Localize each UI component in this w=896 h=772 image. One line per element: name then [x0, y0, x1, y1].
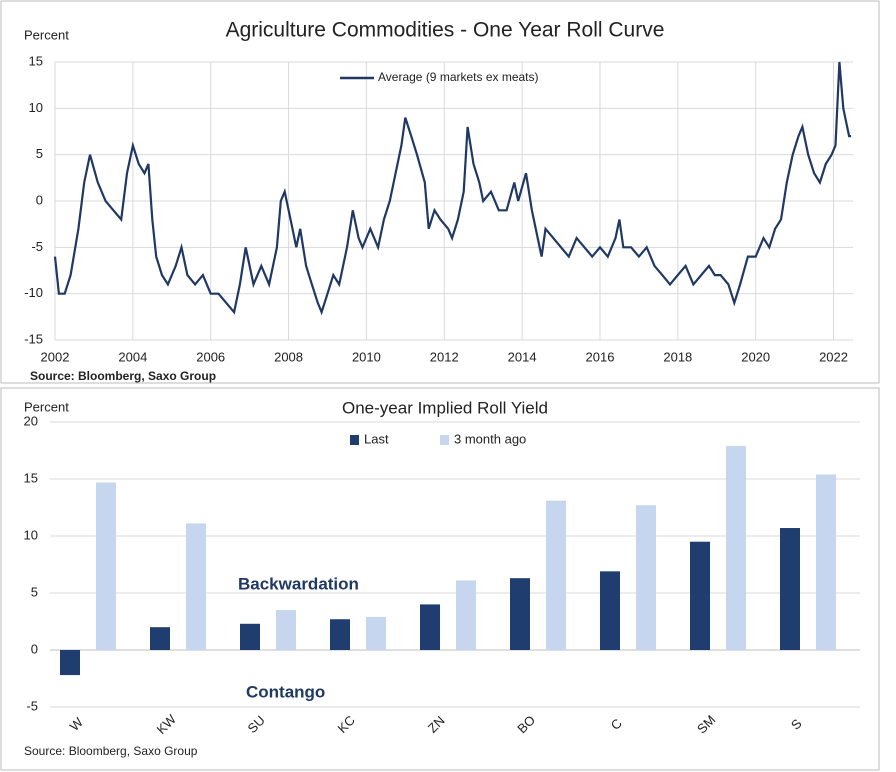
- x-tick-label: KC: [335, 713, 358, 736]
- legend-label: Average (9 markets ex meats): [378, 70, 539, 84]
- y-tick-label: 20: [24, 413, 38, 428]
- bar: [276, 610, 296, 650]
- y-tick-label: 15: [24, 470, 38, 485]
- x-tick-label: 2014: [508, 349, 537, 364]
- panel-border: [0, 387, 880, 771]
- bar: [546, 500, 566, 650]
- x-tick-label: 2008: [274, 349, 303, 364]
- x-tick-label: ZN: [425, 713, 448, 736]
- bar: [816, 474, 836, 650]
- x-tick-label: 2006: [196, 349, 225, 364]
- source-note: Source: Bloomberg, Saxo Group: [24, 744, 198, 758]
- bar: [96, 482, 116, 650]
- y-tick-label: -10: [24, 285, 43, 300]
- y-tick-label: 0: [36, 192, 43, 207]
- x-tick-label: BO: [514, 712, 538, 736]
- y-axis-label: Percent: [24, 399, 69, 414]
- x-tick-label: KW: [154, 711, 180, 737]
- bar: [186, 523, 206, 650]
- line-series: [53, 61, 852, 316]
- y-tick-label: 15: [29, 53, 43, 68]
- bar: [600, 571, 620, 650]
- x-tick-label: 2010: [352, 349, 381, 364]
- y-tick-label: 10: [29, 100, 43, 115]
- bar: [690, 541, 710, 650]
- x-tick-label: SU: [245, 713, 268, 736]
- x-tick-label: W: [67, 714, 87, 734]
- y-tick-label: 0: [31, 641, 38, 656]
- legend-label: 3 month ago: [454, 431, 526, 446]
- bar: [240, 623, 260, 650]
- x-tick-label: SM: [694, 712, 718, 736]
- bar: [726, 445, 746, 650]
- y-tick-label: -15: [24, 331, 43, 346]
- bar: [510, 578, 530, 650]
- bar: [60, 650, 80, 676]
- y-tick-label: 5: [31, 584, 38, 599]
- x-tick-label: 2018: [663, 349, 692, 364]
- x-tick-label: 2016: [586, 349, 615, 364]
- x-tick-label: S: [788, 716, 805, 733]
- legend-label: Last: [364, 431, 389, 446]
- source-note: Source: Bloomberg, Saxo Group: [30, 369, 216, 383]
- bar: [780, 528, 800, 650]
- legend-swatch: [350, 435, 359, 445]
- x-tick-label: C: [608, 716, 625, 733]
- bar: [330, 619, 350, 650]
- y-tick-label: -5: [31, 239, 43, 254]
- y-axis-label: Percent: [24, 27, 69, 42]
- y-tick-label: 5: [36, 146, 43, 161]
- x-tick-label: 2012: [430, 349, 459, 364]
- bar: [456, 580, 476, 650]
- chart-title: Agriculture Commodities - One Year Roll …: [226, 19, 665, 42]
- chart-title: One-year Implied Roll Yield: [342, 398, 548, 417]
- bar: [420, 604, 440, 650]
- annotation: Contango: [246, 682, 325, 701]
- panel-border: [0, 0, 880, 384]
- legend-swatch: [440, 435, 449, 445]
- x-tick-label: 2022: [819, 349, 848, 364]
- bar: [366, 616, 386, 650]
- y-tick-label: -5: [26, 698, 38, 713]
- bar: [636, 505, 656, 650]
- x-tick-label: 2004: [118, 349, 147, 364]
- x-tick-label: 2002: [41, 349, 70, 364]
- bar: [150, 627, 170, 650]
- x-tick-label: 2020: [741, 349, 770, 364]
- annotation: Backwardation: [238, 574, 359, 593]
- y-tick-label: 10: [24, 527, 38, 542]
